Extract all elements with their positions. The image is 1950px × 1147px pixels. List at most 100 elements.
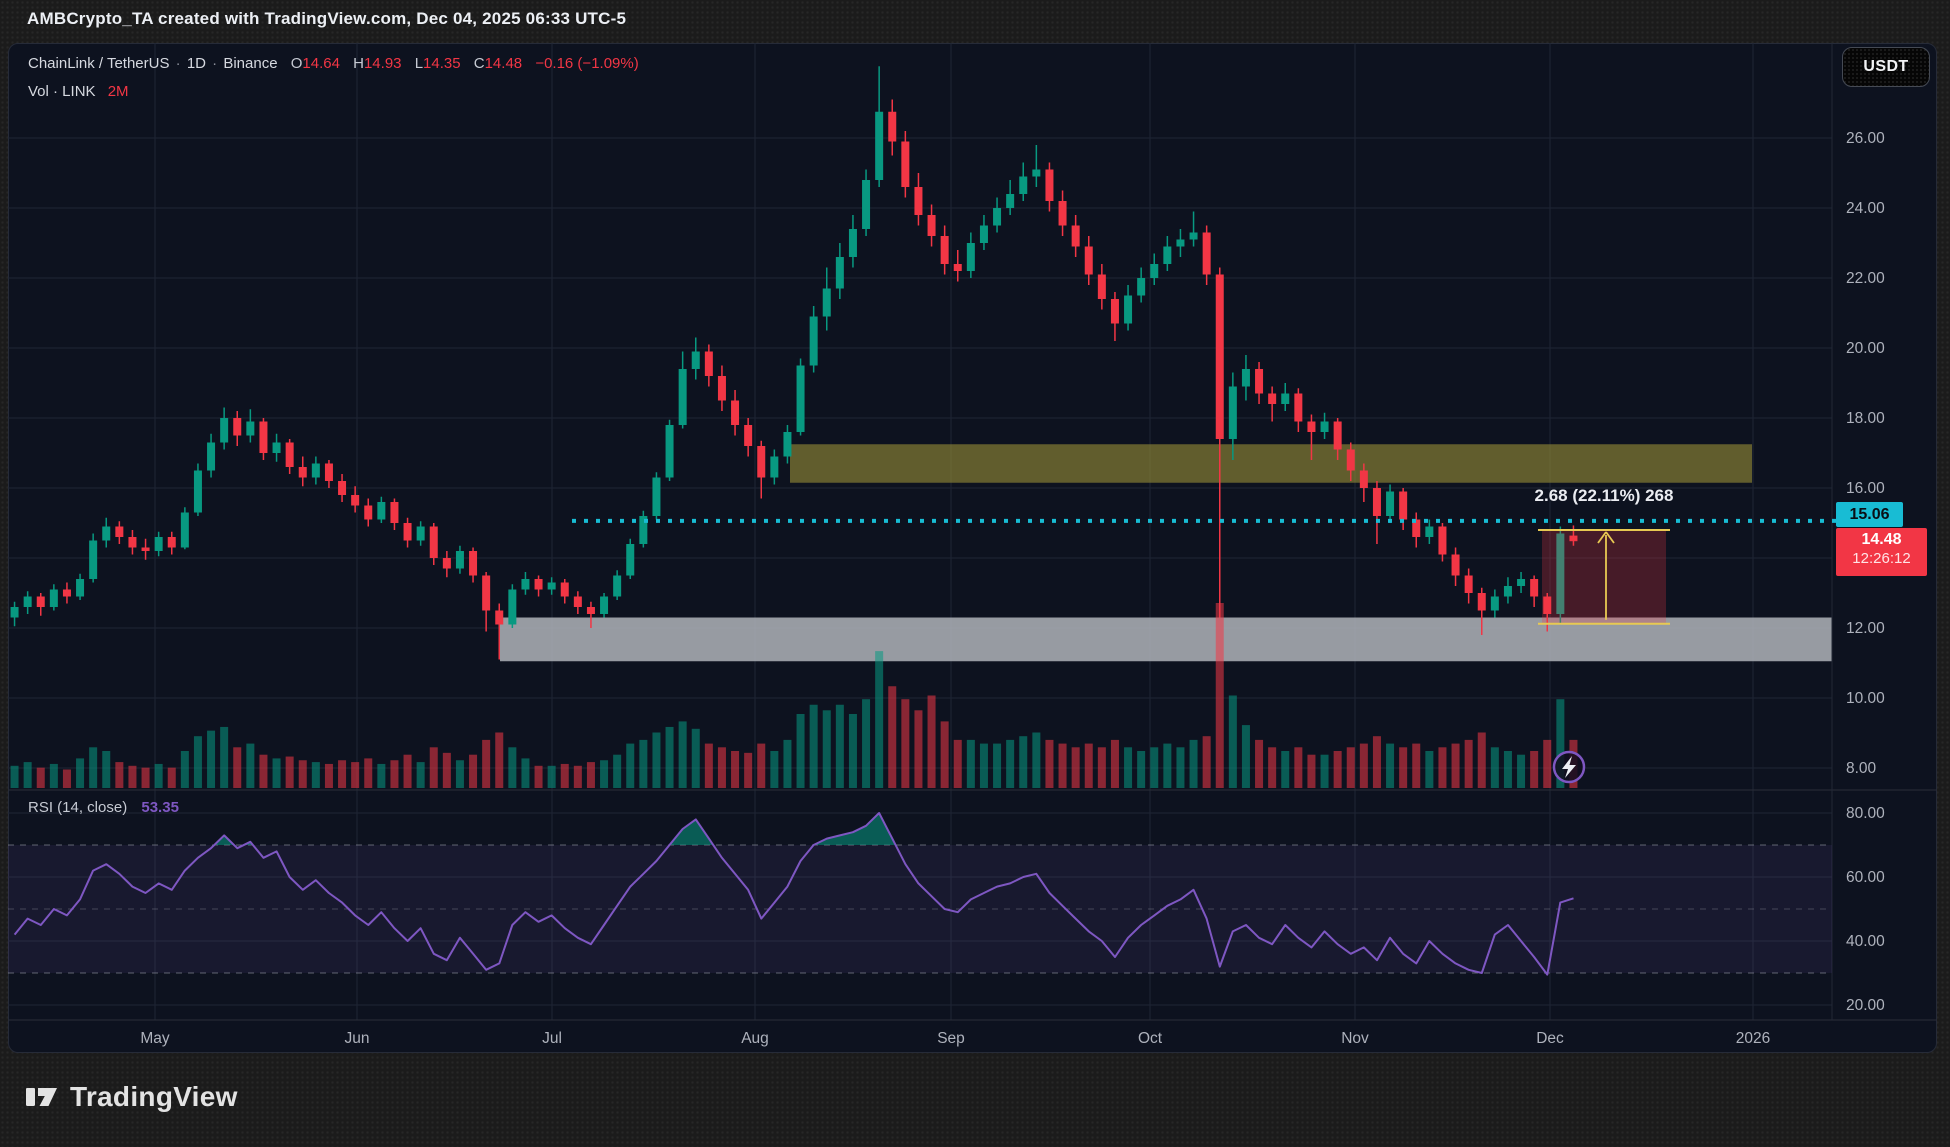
measurement-annotation[interactable]: 2.68 (22.11%) 268 xyxy=(1534,486,1674,505)
volume-bar xyxy=(508,747,517,788)
candle-body xyxy=(927,215,936,236)
volume-bar xyxy=(1307,754,1316,788)
volume-bar xyxy=(351,762,360,788)
tradingview-watermark[interactable]: TradingView xyxy=(26,1081,238,1113)
change-value: −0.16 (−1.09%) xyxy=(535,55,639,72)
candle-body xyxy=(1281,393,1290,404)
candle-body xyxy=(1241,369,1250,387)
candle-body xyxy=(1202,232,1211,275)
candle-body xyxy=(272,442,281,453)
candle-body xyxy=(560,582,569,597)
lightning-button[interactable] xyxy=(1552,750,1586,784)
candle-body xyxy=(1517,579,1526,586)
candle-body xyxy=(1359,470,1368,488)
volume-bar xyxy=(180,751,189,788)
volume-bar xyxy=(901,699,910,788)
volume-bar xyxy=(600,760,609,788)
volume-bar xyxy=(848,714,857,788)
volume-bar xyxy=(76,758,85,788)
candle-body xyxy=(1372,488,1381,516)
candle-body xyxy=(1110,299,1119,324)
volume-bar xyxy=(993,743,1002,788)
symbol-name[interactable]: ChainLink / TetherUS xyxy=(28,55,170,72)
time-axis-label: Sep xyxy=(937,1030,965,1047)
candle-body xyxy=(1556,533,1565,614)
candle-body xyxy=(1071,225,1080,247)
alert-price-label[interactable]: 15.06 xyxy=(1836,502,1903,527)
candle-body xyxy=(796,365,805,432)
volume-value: 2M xyxy=(107,83,129,100)
volume-bar xyxy=(193,736,202,788)
measurement-tool[interactable] xyxy=(1538,529,1670,625)
volume-bar xyxy=(1110,739,1119,788)
chart-panel[interactable] xyxy=(8,43,1937,1053)
candle-body xyxy=(534,579,543,590)
volume-bar xyxy=(613,754,622,788)
volume-bar xyxy=(704,743,713,788)
candle-body xyxy=(403,523,412,541)
volume-bar xyxy=(914,710,923,788)
volume-bar xyxy=(36,767,45,788)
supply-zone[interactable] xyxy=(790,444,1752,483)
candle-body xyxy=(1346,449,1355,471)
time-axis-label: Jul xyxy=(542,1030,562,1047)
candle-body xyxy=(1438,526,1447,555)
volume-bar xyxy=(1176,747,1185,788)
candle-body xyxy=(862,180,871,229)
rsi-tick-label: 20.00 xyxy=(1846,997,1885,1014)
candle-body xyxy=(495,610,504,625)
candle-body xyxy=(36,596,45,607)
volume-bar xyxy=(1124,747,1133,788)
separator-dot: · xyxy=(175,55,185,72)
rsi-tick-label: 40.00 xyxy=(1846,933,1885,950)
candle-body xyxy=(979,225,988,243)
candle-body xyxy=(1386,491,1395,516)
volume-bar xyxy=(23,762,32,788)
candle-body xyxy=(1477,593,1486,611)
candle-body xyxy=(1399,491,1408,520)
currency-toggle-button[interactable]: USDT xyxy=(1842,47,1930,87)
measurement-box[interactable] xyxy=(1542,530,1666,624)
header-title: AMBCrypto_TA created with TradingView.co… xyxy=(27,9,627,28)
volume-bar xyxy=(167,767,176,788)
close-label: C xyxy=(473,55,485,72)
candle-body xyxy=(993,208,1002,226)
candle-body xyxy=(10,607,19,618)
volume-bar xyxy=(1530,751,1539,788)
volume-bar xyxy=(495,732,504,788)
candle-body xyxy=(573,596,582,607)
price-tick-label: 10.00 xyxy=(1846,690,1885,707)
volume-bar xyxy=(403,754,412,788)
candle-body xyxy=(180,512,189,548)
candle-body xyxy=(1268,393,1277,404)
volume-bar xyxy=(534,765,543,788)
volume-bar xyxy=(796,714,805,788)
volume-bar xyxy=(469,754,478,788)
price-scale[interactable]: 26.00 24.00 22.00 20.00 18.00 16.00 12.00 10.00… xyxy=(1846,130,1885,1014)
volume-bar xyxy=(1346,747,1355,788)
candle-body xyxy=(652,477,661,516)
volume-bar xyxy=(770,751,779,788)
volume-bar xyxy=(272,758,281,788)
last-price-label[interactable]: 14.48 12:26:12 xyxy=(1836,528,1927,576)
volume-bar xyxy=(298,760,307,788)
candle-body xyxy=(1045,169,1054,201)
volume-bar xyxy=(1071,747,1080,788)
candle-body xyxy=(49,589,58,607)
volume-legend[interactable]: Vol · LINK 2M xyxy=(28,83,129,100)
interval-label[interactable]: 1D xyxy=(186,55,206,72)
volume-bar xyxy=(1438,747,1447,788)
rsi-legend[interactable]: RSI (14, close) 53.35 xyxy=(28,799,179,816)
time-axis[interactable]: May Jun Jul Aug Sep Oct Nov Dec 2026 xyxy=(140,1030,1770,1047)
candle-body xyxy=(233,418,242,436)
volume-bar xyxy=(678,721,687,788)
candle-body xyxy=(207,442,216,471)
symbol-legend[interactable]: ChainLink / TetherUS · 1D · Binance O14.… xyxy=(28,55,639,72)
volume-bar xyxy=(652,732,661,788)
candle-body xyxy=(521,579,530,590)
candle-body xyxy=(1032,169,1041,177)
candle-body xyxy=(888,111,897,142)
volume-bar xyxy=(259,754,268,788)
rsi-tick-label: 60.00 xyxy=(1846,869,1885,886)
